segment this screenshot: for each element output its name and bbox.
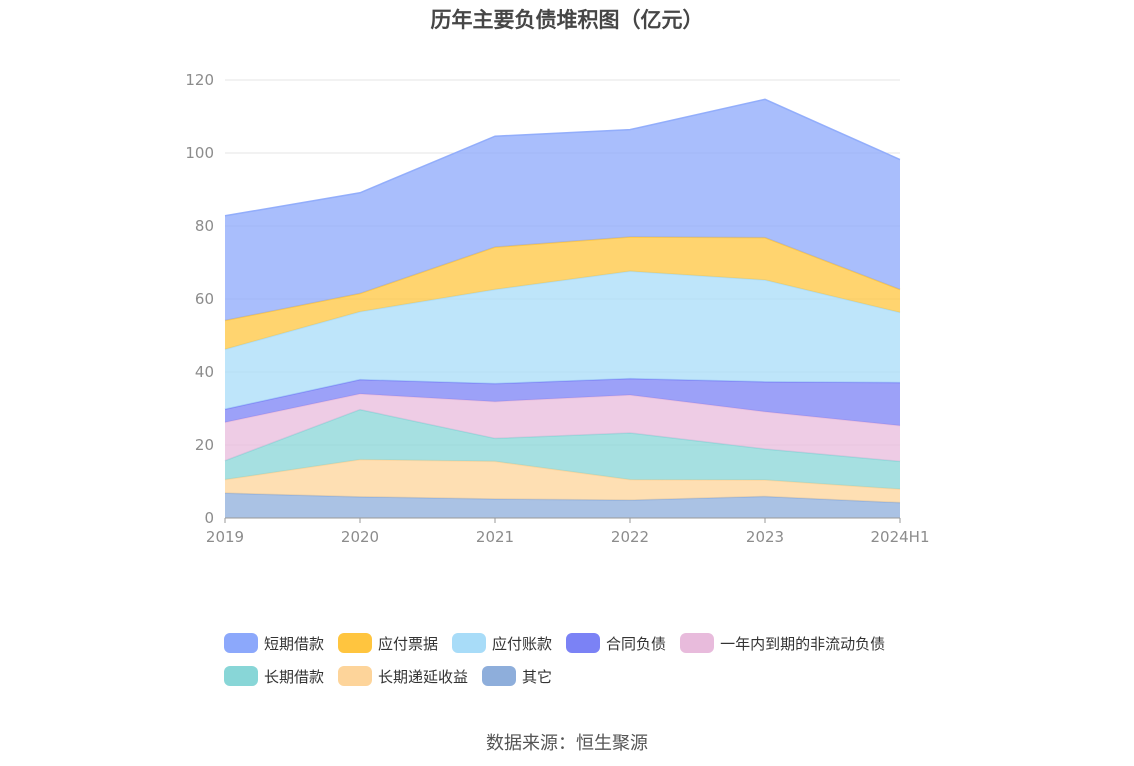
x-tick-label: 2021 xyxy=(476,528,514,546)
legend-item[interactable]: 其它 xyxy=(482,666,552,687)
legend-swatch xyxy=(482,666,517,686)
area-series-1 xyxy=(225,459,900,503)
y-tick-label: 120 xyxy=(185,71,214,89)
legend-swatch xyxy=(338,666,373,686)
legend-swatch xyxy=(224,633,258,653)
y-tick-label: 40 xyxy=(195,363,214,381)
legend-item[interactable]: 应付票据 xyxy=(338,633,438,654)
series-line-7 xyxy=(224,98,901,217)
area-series-3 xyxy=(225,393,900,462)
chart-title: 历年主要负债堆积图（亿元） xyxy=(430,8,704,32)
legend-swatch xyxy=(452,633,487,653)
legend-label: 长期递延收益 xyxy=(378,667,469,686)
legend-swatch xyxy=(566,633,601,653)
data-source: 数据来源：恒生聚源 xyxy=(486,733,648,754)
legend-label: 合同负债 xyxy=(606,634,667,653)
area-series-2 xyxy=(225,409,900,490)
area-series-6 xyxy=(225,236,900,350)
chart-legend: 短期借款 应付票据 应付账款 合同负债 一年内到期的非流动负债长期借款 长期递延收益 其它 xyxy=(224,632,944,698)
stacked-area-chart: 0 20 40 60 80 100 120 2019 2020 2021 2022 2023 2024H… xyxy=(185,71,930,546)
legend-label: 应付票据 xyxy=(378,634,439,653)
area-series-7 xyxy=(225,99,900,321)
area-series-5 xyxy=(225,271,900,410)
y-tick-label: 100 xyxy=(185,144,214,162)
legend-label: 其它 xyxy=(522,667,553,686)
y-tick-label: 20 xyxy=(195,436,214,454)
legend-item[interactable]: 长期借款 xyxy=(224,666,324,687)
legend-label: 短期借款 xyxy=(264,634,325,653)
area-series-0 xyxy=(225,493,900,518)
legend-item[interactable]: 一年内到期的非流动负债 xyxy=(680,633,885,654)
legend-label: 长期借款 xyxy=(264,667,325,686)
x-tick-label: 2019 xyxy=(206,528,244,546)
area-series-4 xyxy=(225,378,900,426)
x-tick-label: 2023 xyxy=(746,528,784,546)
x-tick-label: 2020 xyxy=(341,528,379,546)
legend-item[interactable]: 应付账款 xyxy=(452,633,552,654)
legend-label: 应付账款 xyxy=(492,634,553,653)
series-line-0 xyxy=(224,492,901,504)
legend-label: 一年内到期的非流动负债 xyxy=(720,634,886,653)
x-tick-label: 2024H1 xyxy=(871,528,930,546)
legend-swatch xyxy=(680,633,715,653)
legend-swatch xyxy=(224,666,258,686)
legend-item[interactable]: 长期递延收益 xyxy=(338,666,468,687)
legend-row: 短期借款 应付票据 应付账款 合同负债 一年内到期的非流动负债 xyxy=(224,632,944,654)
legend-item[interactable]: 短期借款 xyxy=(224,633,324,654)
legend-row: 长期借款 长期递延收益 其它 xyxy=(224,665,944,687)
y-tick-label: 80 xyxy=(195,217,214,235)
legend-item[interactable]: 合同负债 xyxy=(566,633,666,654)
x-tick-label: 2022 xyxy=(611,528,649,546)
legend-swatch xyxy=(338,633,373,653)
y-tick-label: 60 xyxy=(195,290,214,308)
y-tick-label: 0 xyxy=(204,509,214,527)
